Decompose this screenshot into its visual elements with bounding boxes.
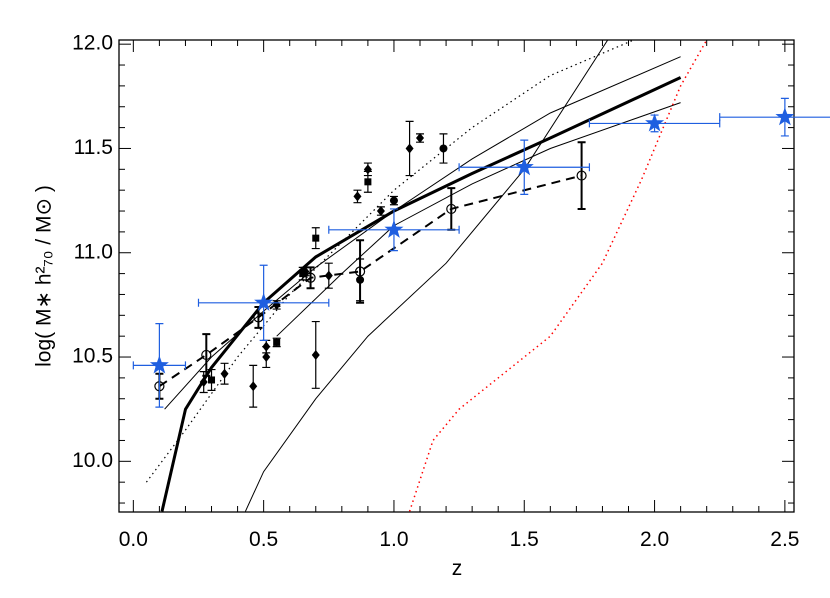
curve (164, 56, 681, 410)
star-marker (254, 292, 274, 311)
diamond-marker (324, 270, 333, 281)
square-marker (208, 376, 216, 384)
circle-marker (439, 144, 448, 153)
y-tick-label: 12.0 (72, 32, 113, 55)
open-circle-marker (576, 170, 587, 181)
square-marker (299, 270, 307, 278)
circle-marker (356, 275, 365, 284)
x-tick-label: 2.5 (770, 528, 799, 551)
diamond-marker (199, 377, 208, 388)
open-circle-marker (305, 272, 316, 283)
diamond-marker (262, 352, 271, 363)
diamond-marker (220, 368, 229, 379)
error-bar (577, 141, 586, 210)
x-tick-label: 2.0 (640, 528, 669, 551)
x-error-bar (719, 113, 830, 122)
x-tick-label: 1.0 (379, 528, 408, 551)
y-axis-label: log( M∗ h²₇₀ / M⊙ ) (33, 185, 56, 367)
diamond-marker (311, 349, 320, 360)
diamond-marker (249, 381, 258, 392)
star-marker (775, 107, 795, 126)
x-axis-label: z (452, 557, 463, 580)
diamond-marker (262, 341, 271, 352)
star-marker (149, 355, 169, 374)
y-tick-label: 10.5 (72, 345, 113, 368)
x-tick-label: 0.0 (119, 528, 148, 551)
curve (145, 40, 634, 483)
curve (408, 40, 708, 512)
plot-frame (118, 39, 795, 513)
square-marker (364, 178, 372, 186)
star-marker (645, 113, 665, 132)
y-tick-label: 11.0 (74, 240, 113, 263)
curve (276, 102, 681, 337)
square-marker (312, 234, 320, 242)
x-tick-label: 1.5 (510, 528, 539, 551)
star-marker (384, 219, 404, 238)
diamond-marker (405, 143, 414, 154)
diamond-marker (353, 191, 362, 202)
diamond-marker (376, 206, 385, 217)
diamond-marker (272, 299, 281, 310)
open-circle-marker (201, 349, 212, 361)
square-marker (273, 338, 281, 346)
star-marker (514, 157, 534, 176)
y-tick-label: 10.0 (72, 449, 113, 472)
diamond-marker (416, 133, 425, 144)
y-tick-label: 11.5 (74, 136, 113, 159)
open-circle-marker (446, 203, 457, 215)
circle-marker (389, 196, 398, 205)
open-circle-marker (253, 312, 264, 323)
x-tick-label: 0.5 (249, 528, 278, 551)
